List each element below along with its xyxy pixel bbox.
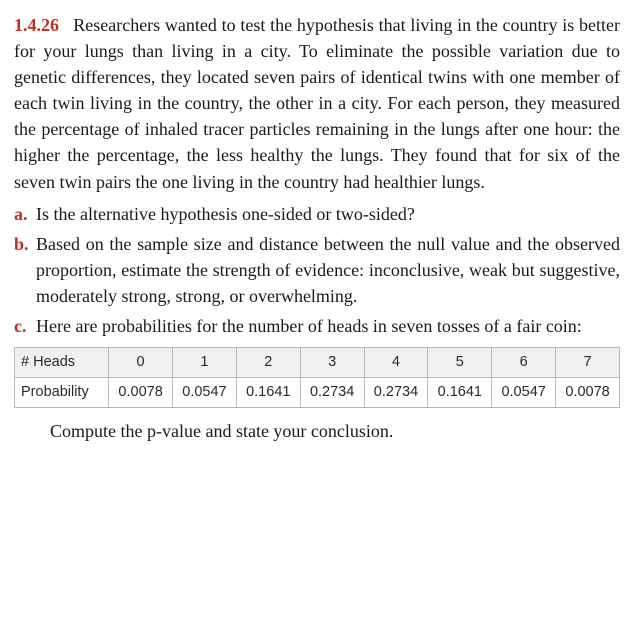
heads-count: 1	[173, 348, 237, 378]
part-c-letter: c.	[14, 313, 36, 339]
prob-value: 0.0547	[492, 378, 556, 408]
part-a-letter: a.	[14, 201, 36, 227]
table-row: Probability 0.0078 0.0547 0.1641 0.2734 …	[15, 378, 620, 408]
prob-value: 0.1641	[428, 378, 492, 408]
part-b-letter: b.	[14, 231, 36, 309]
prob-value: 0.0547	[173, 378, 237, 408]
intro-text: Researchers wanted to test the hypothesi…	[14, 15, 620, 192]
prob-row-label: Probability	[15, 378, 109, 408]
prob-value: 0.1641	[236, 378, 300, 408]
part-b-text: Based on the sample size and distance be…	[36, 231, 620, 309]
table-row: # Heads 0 1 2 3 4 5 6 7	[15, 348, 620, 378]
heads-count: 0	[109, 348, 173, 378]
part-a: a. Is the alternative hypothesis one-sid…	[14, 201, 620, 227]
part-c-conclusion: Compute the p-value and state your concl…	[50, 418, 620, 444]
heads-count: 6	[492, 348, 556, 378]
heads-count: 7	[556, 348, 620, 378]
part-c: c. Here are probabilities for the number…	[14, 313, 620, 339]
prob-value: 0.0078	[109, 378, 173, 408]
part-a-text: Is the alternative hypothesis one-sided …	[36, 201, 620, 227]
heads-count: 5	[428, 348, 492, 378]
heads-count: 3	[300, 348, 364, 378]
part-b: b. Based on the sample size and distance…	[14, 231, 620, 309]
problem-number: 1.4.26	[14, 15, 59, 35]
part-c-text: Here are probabilities for the number of…	[36, 313, 620, 339]
heads-row-label: # Heads	[15, 348, 109, 378]
heads-count: 4	[364, 348, 428, 378]
heads-count: 2	[236, 348, 300, 378]
prob-value: 0.2734	[300, 378, 364, 408]
probability-table: # Heads 0 1 2 3 4 5 6 7 Probability 0.00…	[14, 347, 620, 408]
prob-value: 0.0078	[556, 378, 620, 408]
prob-value: 0.2734	[364, 378, 428, 408]
problem-intro: 1.4.26 Researchers wanted to test the hy…	[14, 12, 620, 195]
